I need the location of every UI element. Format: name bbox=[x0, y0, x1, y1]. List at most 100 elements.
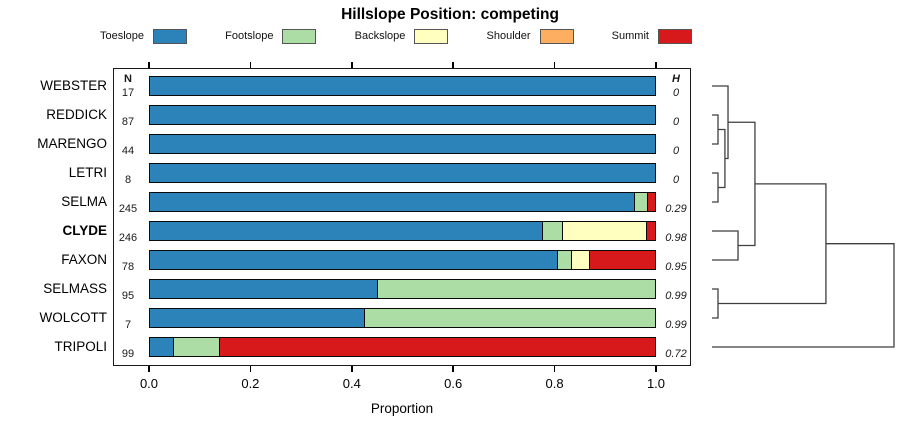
legend-swatch-backslope bbox=[414, 28, 449, 44]
stacked-bar bbox=[149, 279, 656, 299]
legend-label: Shoulder bbox=[486, 30, 531, 42]
plot-box bbox=[113, 68, 691, 366]
bar-segment-toeslope bbox=[149, 221, 544, 241]
bar-segment-toeslope bbox=[149, 163, 656, 183]
row-label: SELMA bbox=[61, 194, 107, 209]
n-value: 44 bbox=[121, 145, 135, 157]
legend-item: Shoulder bbox=[486, 28, 574, 44]
axis-tick-label: 0.6 bbox=[444, 376, 463, 391]
bar-segment-summit bbox=[219, 337, 656, 357]
chart-title: Hillslope Position: competing bbox=[341, 6, 559, 23]
n-value: 99 bbox=[121, 348, 135, 360]
h-value: 0 bbox=[672, 174, 680, 186]
stacked-bar bbox=[149, 250, 656, 270]
axis-tick-label: 0.0 bbox=[139, 376, 159, 391]
bar-segment-footslope bbox=[542, 221, 564, 241]
h-value: 0 bbox=[672, 116, 680, 128]
bar-segment-toeslope bbox=[149, 192, 636, 212]
h-value: 0.95 bbox=[665, 261, 687, 273]
legend-swatch-footslope bbox=[282, 28, 317, 44]
n-value: 8 bbox=[124, 174, 132, 186]
n-value: 7 bbox=[124, 319, 132, 331]
axis-tick-top bbox=[655, 62, 657, 68]
legend-item: Toeslope bbox=[100, 28, 188, 44]
legend: Toeslope Footslope Backslope Shoulder Summit bbox=[100, 27, 692, 45]
legend-item: Backslope bbox=[354, 28, 449, 44]
bar-segment-summit bbox=[646, 192, 656, 212]
legend-item: Footslope bbox=[225, 28, 317, 44]
row-label: LETRI bbox=[68, 165, 107, 180]
stacked-bar bbox=[149, 134, 656, 154]
bar-segment-toeslope bbox=[149, 76, 656, 96]
stacked-bar bbox=[149, 308, 656, 328]
row-label: SELMASS bbox=[43, 281, 107, 296]
bar-segment-toeslope bbox=[149, 105, 656, 125]
stacked-bar bbox=[149, 192, 656, 212]
n-value: 17 bbox=[121, 87, 135, 99]
legend-swatch-summit bbox=[657, 28, 692, 44]
row-label: TRIPOLI bbox=[54, 339, 107, 354]
axis-tick-bottom bbox=[452, 366, 454, 372]
axis-tick-bottom bbox=[351, 366, 353, 372]
axis-tick-label: 0.2 bbox=[241, 376, 260, 391]
bar-segment-summit bbox=[646, 221, 656, 241]
axis-tick-label: 1.0 bbox=[646, 376, 666, 391]
h-value: 0.99 bbox=[665, 290, 687, 302]
axis-tick-label: 0.8 bbox=[545, 376, 564, 391]
n-value: 78 bbox=[121, 261, 135, 273]
axis-tick-top bbox=[452, 62, 454, 68]
bar-segment-footslope bbox=[363, 308, 656, 328]
bar-segment-toeslope bbox=[149, 308, 366, 328]
row-label: WEBSTER bbox=[40, 78, 107, 93]
axis-tick-bottom bbox=[249, 366, 252, 372]
bar-segment-toeslope bbox=[149, 250, 559, 270]
legend-label: Summit bbox=[611, 30, 649, 42]
bar-segment-toeslope bbox=[149, 337, 175, 357]
n-column-header: N bbox=[124, 73, 132, 85]
n-value: 246 bbox=[118, 232, 138, 244]
bar-segment-summit bbox=[588, 250, 656, 270]
x-axis-title: Proportion bbox=[370, 401, 434, 416]
axis-tick-bottom bbox=[148, 366, 150, 372]
legend-item: Summit bbox=[611, 28, 692, 44]
stacked-bar bbox=[149, 76, 656, 96]
stacked-bar bbox=[149, 221, 656, 241]
n-value: 95 bbox=[121, 290, 135, 302]
bar-segment-toeslope bbox=[149, 134, 656, 154]
row-label: MARENGO bbox=[37, 136, 107, 151]
legend-label: Toeslope bbox=[100, 30, 145, 42]
row-label: REDDICK bbox=[46, 107, 107, 122]
axis-tick-top bbox=[351, 62, 353, 68]
stacked-bar bbox=[149, 163, 656, 183]
bar-segment-backslope bbox=[570, 250, 591, 270]
stacked-bar bbox=[149, 337, 656, 357]
dendrogram-links bbox=[712, 85, 895, 348]
row-label: WOLCOTT bbox=[39, 310, 108, 325]
bar-segment-footslope bbox=[376, 279, 656, 299]
legend-swatch-toeslope bbox=[153, 28, 188, 44]
axis-tick-top bbox=[553, 62, 556, 68]
axis-tick-bottom bbox=[553, 366, 556, 372]
axis-tick-bottom bbox=[655, 366, 657, 372]
axis-tick-top bbox=[249, 62, 252, 68]
stacked-bar bbox=[149, 105, 656, 125]
h-value: 0.72 bbox=[665, 348, 687, 360]
row-label: FAXON bbox=[61, 252, 107, 267]
bar-segment-backslope bbox=[561, 221, 648, 241]
h-value: 0 bbox=[672, 87, 680, 99]
bar-segment-toeslope bbox=[149, 279, 379, 299]
legend-label: Footslope bbox=[225, 30, 274, 42]
axis-tick-top bbox=[148, 62, 150, 68]
n-value: 87 bbox=[121, 116, 135, 128]
h-value: 0.98 bbox=[665, 232, 687, 244]
h-column-header: H bbox=[672, 73, 680, 85]
bar-segment-footslope bbox=[173, 337, 221, 357]
h-value: 0 bbox=[672, 145, 680, 157]
h-value: 0.99 bbox=[665, 319, 687, 331]
legend-swatch-shoulder bbox=[539, 28, 574, 44]
axis-tick-label: 0.4 bbox=[342, 376, 361, 391]
h-value: 0.29 bbox=[665, 203, 687, 215]
row-label: CLYDE bbox=[62, 223, 107, 238]
legend-label: Backslope bbox=[354, 30, 406, 42]
